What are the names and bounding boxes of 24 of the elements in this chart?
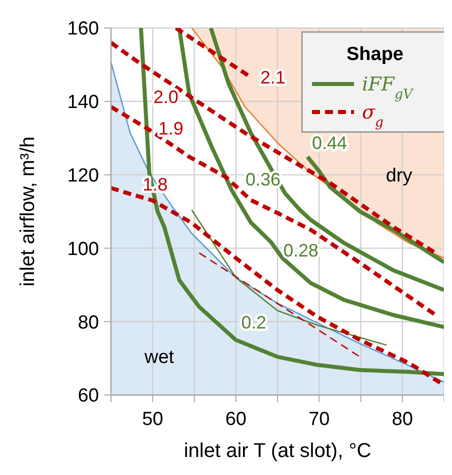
annotation: 1.9 <box>158 118 184 139</box>
annotation: 2.0 <box>153 86 178 107</box>
y-tick-label: 160 <box>67 18 99 40</box>
x-axis-title: inlet air T (at slot), °C <box>184 440 372 462</box>
y-axis-title: inlet airflow, m³/h <box>17 136 39 287</box>
annotation: wet <box>143 347 175 368</box>
x-tick-label: 60 <box>225 409 246 430</box>
annotation: dry <box>386 165 413 186</box>
legend-label: iFF$_{gV}$ <box>362 74 414 102</box>
x-tick-label: 50 <box>142 409 164 430</box>
line-series <box>191 209 388 346</box>
x-tick-label: 70 <box>308 409 330 430</box>
legend-title: Shape <box>346 44 404 65</box>
annotation: 2.1 <box>260 67 286 88</box>
y-tick-label: 60 <box>78 386 99 407</box>
y-tick-label: 140 <box>67 92 99 114</box>
legend-label: σ$_{g}$ <box>362 102 384 130</box>
y-tick-label: 100 <box>67 238 99 260</box>
x-tick-label: 80 <box>392 409 413 430</box>
annotation: 0.28 <box>283 240 318 260</box>
annotation: 0.2 <box>241 312 266 333</box>
y-tick-label: 120 <box>67 165 99 186</box>
y-tick-label: 80 <box>78 312 99 334</box>
annotation: 0.44 <box>312 133 347 154</box>
